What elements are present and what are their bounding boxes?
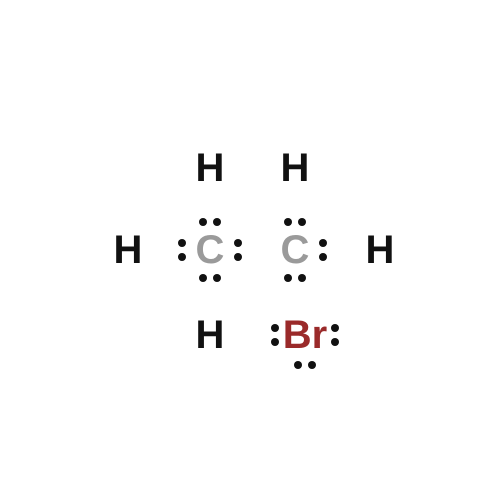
electron-dot <box>331 324 339 332</box>
atom-c: C <box>281 230 310 270</box>
electron-dot <box>331 338 339 346</box>
atom-br: Br <box>283 315 327 355</box>
electron-dot <box>199 274 207 282</box>
electron-dot <box>271 338 279 346</box>
electron-dot <box>308 361 316 369</box>
electron-dot <box>178 253 186 261</box>
electron-dot <box>319 239 327 247</box>
electron-dot <box>178 239 186 247</box>
electron-dot <box>213 218 221 226</box>
atom-h: H <box>196 148 225 188</box>
electron-dot <box>213 274 221 282</box>
atom-h: H <box>196 315 225 355</box>
electron-dot <box>271 324 279 332</box>
atom-h: H <box>114 230 143 270</box>
atom-h: H <box>366 230 395 270</box>
electron-dot <box>284 274 292 282</box>
electron-dot <box>234 239 242 247</box>
electron-dot <box>294 361 302 369</box>
electron-dot <box>298 218 306 226</box>
electron-dot <box>284 218 292 226</box>
electron-dot <box>319 253 327 261</box>
lewis-structure: H H H C C H H Br <box>0 0 500 500</box>
atom-c: C <box>196 230 225 270</box>
electron-dot <box>234 253 242 261</box>
electron-dot <box>298 274 306 282</box>
atom-h: H <box>281 148 310 188</box>
electron-dot <box>199 218 207 226</box>
